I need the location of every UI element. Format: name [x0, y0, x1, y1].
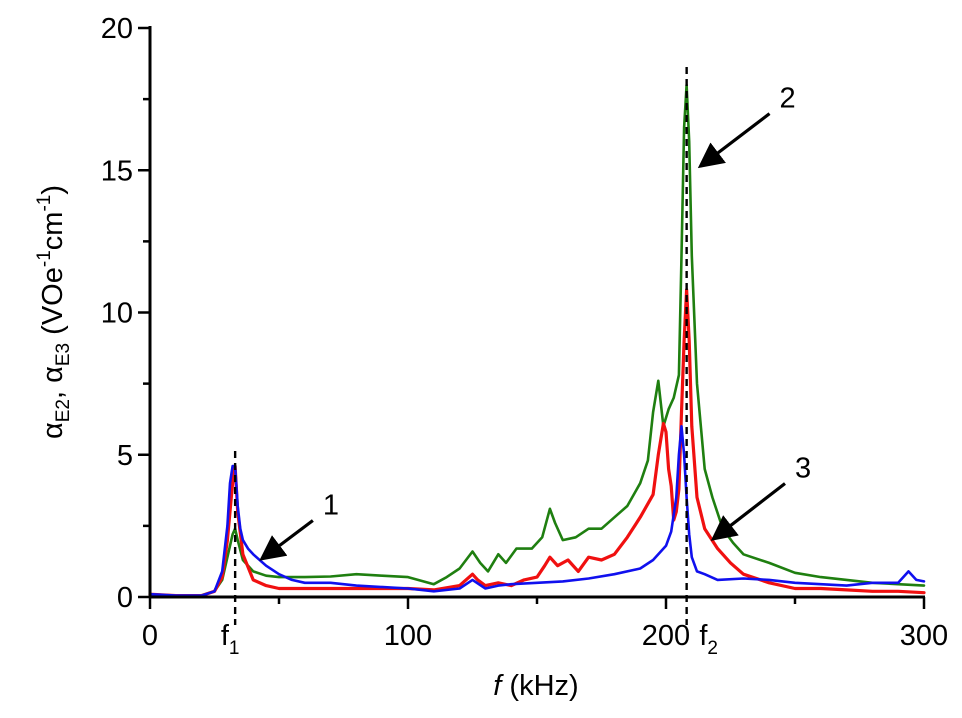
- x-tick-label: 200: [642, 620, 690, 652]
- y-title-alpha-2: α: [37, 366, 69, 383]
- curve-arrow-1: [259, 519, 314, 561]
- series-line-red: [148, 288, 926, 598]
- series-line-blue: [148, 424, 926, 597]
- x-axis-title-unit: (kHz): [501, 670, 578, 702]
- x-tick-label: 100: [384, 620, 432, 652]
- y-tick-label: 0: [117, 582, 133, 614]
- y-title-sup-b: -1: [34, 195, 55, 212]
- y-tick-label: 5: [117, 440, 133, 472]
- x-axis-title-symbol: f: [493, 670, 504, 702]
- resonance-marker-symbol-2: f: [699, 620, 708, 652]
- y-title-unit-b: cm: [37, 212, 69, 251]
- y-tick-label: 15: [101, 155, 133, 187]
- y-title-sub-2: E3: [53, 343, 74, 366]
- resonance-marker-subscript-2: 2: [707, 638, 718, 659]
- annotation-layer: 1 2 3: [259, 83, 811, 561]
- y-tick-label: 10: [101, 298, 133, 330]
- y-axis-title: αE2, αE3 (VOe-1cm-1): [34, 185, 74, 439]
- x-tick-label: 300: [900, 620, 948, 652]
- x-tick-label: 0: [142, 620, 158, 652]
- y-title-sub-1: E2: [53, 399, 74, 422]
- curve-label-2: 2: [780, 83, 796, 115]
- marker-layer: f1 f2: [221, 67, 718, 659]
- resonance-marker-symbol-1: f: [221, 620, 230, 652]
- curve-arrow-3: [710, 482, 786, 541]
- y-title-unit-a: (VOe: [37, 267, 69, 343]
- y-title-alpha-1: α: [37, 422, 69, 439]
- y-title-unit-c: ): [37, 185, 69, 195]
- resonance-marker-label-2: f2: [699, 620, 718, 659]
- series-line-green: [148, 83, 926, 597]
- y-title-sup-a: -1: [34, 250, 55, 267]
- resonance-marker-label-1: f1: [221, 620, 240, 659]
- curve-label-1: 1: [323, 489, 339, 521]
- y-tick-label: 20: [101, 13, 133, 45]
- curve-label-3: 3: [795, 453, 811, 485]
- x-axis-title: f (kHz): [493, 670, 578, 702]
- series-layer: [148, 83, 926, 598]
- resonance-marker-subscript-1: 1: [229, 638, 240, 659]
- y-title-separator: ,: [37, 383, 69, 399]
- curve-arrow-2: [697, 112, 771, 169]
